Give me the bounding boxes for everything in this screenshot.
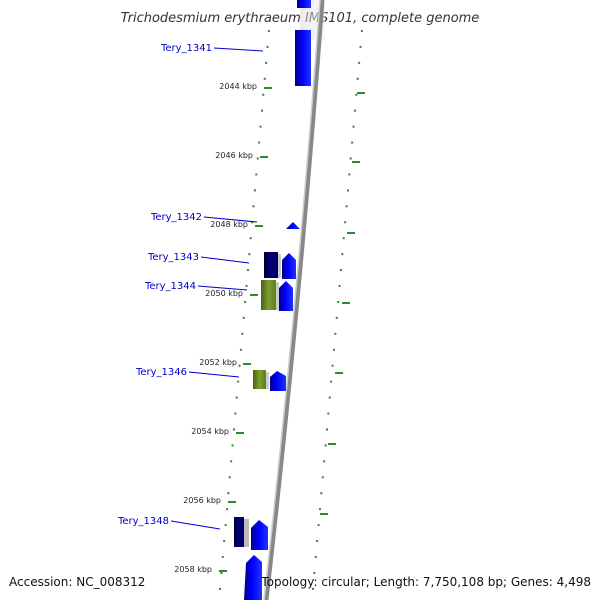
- genome-backbone-highlight: [263, 0, 321, 600]
- gene-feature-top-cap[interactable]: [297, 0, 311, 8]
- gene-label-tery-1343[interactable]: Tery_1343: [147, 252, 199, 263]
- gene-label-tery-1341[interactable]: Tery_1341: [160, 43, 212, 54]
- outer-scale-ticks: [320, 92, 365, 515]
- genome-backbone: [263, 0, 325, 600]
- gene-feature-tery-1344[interactable]: [261, 280, 276, 310]
- outer-dotted-line: [311, 29, 363, 600]
- gene-feature-arrow[interactable]: [251, 520, 268, 550]
- gene-feature-spacer: [276, 282, 279, 310]
- gene-label-tery-1348[interactable]: Tery_1348: [117, 516, 169, 527]
- gene-feature-tery-1342[interactable]: [286, 222, 300, 229]
- scale-label: 2052 kbp: [199, 358, 237, 367]
- scale-label: 2050 kbp: [205, 289, 243, 298]
- leader-line: [213, 47, 264, 52]
- gene-feature-spacer: [244, 519, 249, 547]
- scale-label: 2054 kbp: [191, 427, 229, 436]
- gene-feature-arrow[interactable]: [279, 281, 293, 311]
- gene-feature-spacer: [278, 254, 281, 278]
- leader-line: [188, 371, 240, 378]
- scale-label: 2044 kbp: [219, 82, 257, 91]
- gene-feature-arrow[interactable]: [270, 371, 286, 391]
- gene-feature-spacer: [266, 372, 269, 389]
- inner-dotted-line: [218, 29, 270, 600]
- genome-summary-text: Topology: circular; Length: 7,750,108 bp…: [260, 575, 591, 589]
- gene-feature-tery-1343[interactable]: [264, 252, 278, 278]
- leader-line: [203, 216, 258, 223]
- leader-line: [170, 520, 221, 530]
- gene-labels: Tery_1341 Tery_1342 Tery_1343 Tery_1344 …: [117, 43, 212, 527]
- leader-line: [197, 285, 248, 291]
- accession-text: Accession: NC_008312: [9, 575, 145, 589]
- gene-feature-tery-1341[interactable]: [295, 30, 311, 86]
- scale-label: 2056 kbp: [183, 496, 221, 505]
- dotted-track-lines: [218, 29, 363, 600]
- gene-label-tery-1346[interactable]: Tery_1346: [135, 367, 187, 378]
- gene-label-tery-1342[interactable]: Tery_1342: [150, 212, 202, 223]
- scale-label: 2046 kbp: [215, 151, 253, 160]
- gene-feature-tery-1348[interactable]: [234, 517, 244, 547]
- gene-features: [234, 0, 311, 600]
- gene-feature-arrow[interactable]: [282, 253, 296, 279]
- scale-ticks: [219, 87, 272, 572]
- scale-labels: 2044 kbp 2046 kbp 2048 kbp 2050 kbp 2052…: [174, 82, 257, 574]
- gene-label-tery-1344[interactable]: Tery_1344: [144, 281, 196, 292]
- gene-leader-lines: [170, 47, 264, 530]
- leader-line: [200, 256, 250, 264]
- scale-label: 2058 kbp: [174, 565, 212, 574]
- gene-feature-bottom[interactable]: [244, 555, 262, 600]
- gene-feature-tery-1346[interactable]: [253, 370, 266, 389]
- scale-label: 2048 kbp: [210, 220, 248, 229]
